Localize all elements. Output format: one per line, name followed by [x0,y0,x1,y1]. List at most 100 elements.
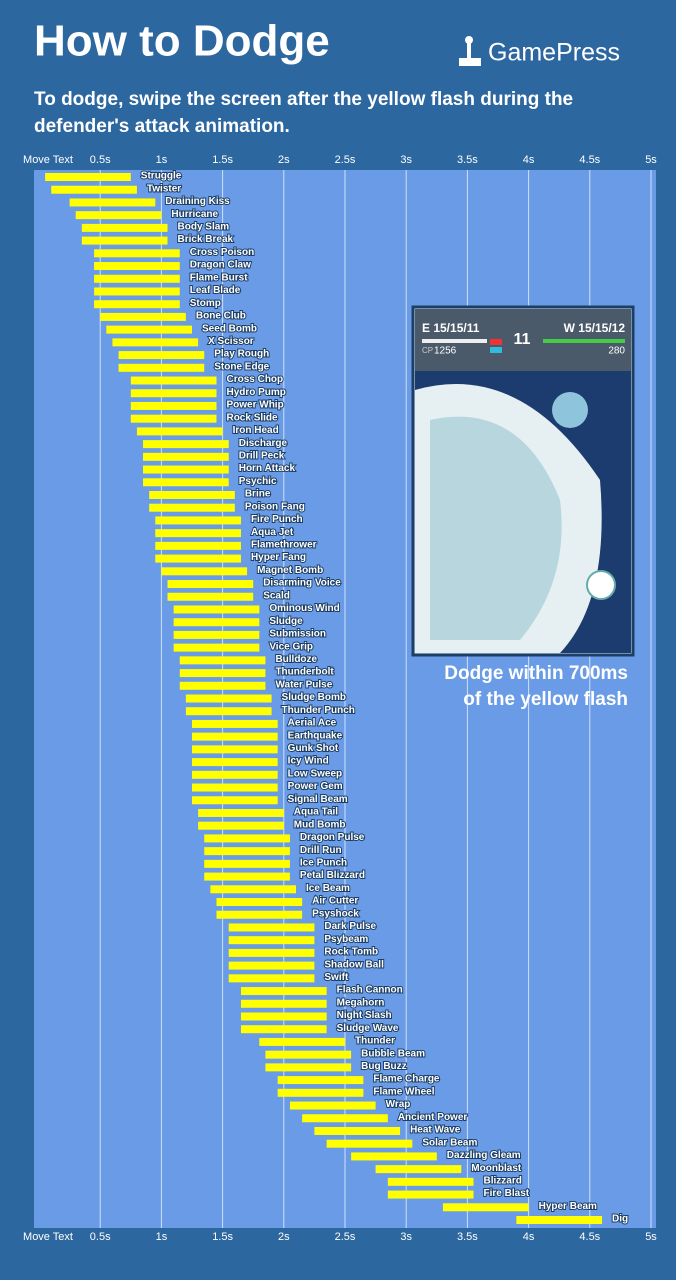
bar [155,529,241,538]
bar [149,490,235,499]
bar-label: Bug Buzz [361,1061,407,1072]
bar-label: Wrap [386,1099,411,1110]
bar [143,440,229,449]
bar-label: Poison Fang [245,501,305,512]
bar-label: Signal Beam [288,794,348,805]
bar [81,236,168,245]
bar-label: Mud Bomb [294,819,346,830]
bar [198,808,284,817]
bar [289,1101,376,1110]
bar [216,898,303,907]
bar-label: Solar Beam [422,1137,477,1148]
bar [204,872,290,881]
x-axis-label: Move Text [23,1231,73,1243]
inset-left-label: E 15/15/11 [422,321,480,335]
bar-label: Dazzling Gleam [447,1150,521,1161]
bar [94,300,180,309]
inset-caption: Dodge within 700ms [444,663,628,684]
x-tick-label: 0.5s [90,154,111,166]
bar [69,198,156,207]
bar [173,630,260,639]
bar [192,719,278,728]
bar-label: Flame Wheel [373,1086,434,1097]
bar-label: Heat Wave [410,1125,461,1136]
x-axis-label: Move Text [23,154,73,166]
bar [94,274,180,283]
bar [259,1037,345,1046]
bar-label: Body Slam [178,222,230,233]
bar [179,669,266,678]
bar [143,478,229,487]
x-tick-label: 5s [645,1231,657,1243]
bar [240,987,327,996]
bar [143,465,229,474]
bar-label: Drill Peck [239,450,285,461]
inset-caption: of the yellow flash [463,689,628,710]
bar [516,1216,603,1224]
bar-label: Stone Edge [214,361,269,372]
bar-label: Hyper Fang [251,552,306,563]
bar [351,1152,437,1161]
bar [216,910,303,919]
bar [179,681,266,690]
inset-timer: 11 [514,331,531,348]
bar-label: Bubble Beam [361,1048,425,1059]
bar-label: Submission [269,629,326,640]
bar-label: Flamethrower [251,540,317,551]
bar [167,592,254,601]
bar-label: Rock Slide [226,412,278,423]
subtitle: defender's attack animation. [34,116,290,137]
bar-label: Rock Tomb [324,947,378,958]
bar [387,1190,474,1199]
bar [106,325,192,334]
brand: GamePress [488,39,620,67]
x-tick-label: 4s [523,154,535,166]
bar [173,605,260,614]
inset-cp: 1256 [434,346,457,357]
bar-label: Psybeam [324,934,368,945]
bar-label: Low Sweep [288,768,342,779]
x-tick-label: 4.5s [579,1231,600,1243]
bar [192,732,278,741]
bar [155,541,241,550]
bar-label: Ancient Power [398,1112,468,1123]
bar [112,338,199,347]
bar [167,580,254,589]
bar-label: Iron Head [233,425,279,436]
bar-label: Swift [324,972,349,983]
x-tick-label: 0.5s [90,1231,111,1243]
bar-label: Hyper Beam [539,1201,597,1212]
bar-label: Psychic [239,476,277,487]
x-tick-label: 2s [278,154,290,166]
bar-label: Drill Run [300,845,342,856]
bar-label: Sludge Wave [337,1023,399,1034]
bar-label: Flash Cannon [337,985,403,996]
bar [173,643,260,652]
bar-label: Sludge Bomb [282,692,346,703]
bar [240,999,327,1008]
x-tick-label: 4.5s [579,154,600,166]
x-tick-label: 3s [400,154,412,166]
bar-label: Dark Pulse [324,921,376,932]
bar [442,1203,529,1212]
bar [204,847,290,856]
bar-label: Vice Grip [269,641,313,652]
bar-label: Petal Blizzard [300,870,365,881]
bar-label: Air Cutter [312,896,358,907]
bar-label: Dragon Claw [190,260,251,271]
x-tick-label: 2.5s [335,1231,356,1243]
bar [130,401,217,410]
bar [143,452,229,461]
bar-label: Hydro Pump [226,387,285,398]
subtitle: To dodge, swipe the screen after the yel… [34,89,573,110]
bar [228,923,315,932]
bar [94,262,180,271]
bar [204,834,290,843]
bar [161,567,248,576]
title: How to Dodge [34,17,330,66]
bar-label: Night Slash [337,1010,392,1021]
x-tick-label: 1.5s [212,154,233,166]
bar [155,516,241,525]
bar [118,363,205,372]
